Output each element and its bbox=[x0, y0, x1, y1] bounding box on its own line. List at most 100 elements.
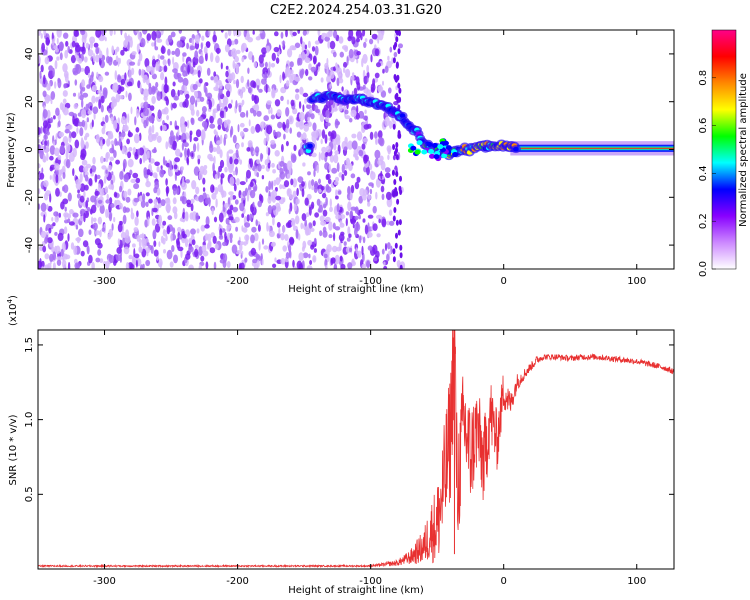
noise-speckle bbox=[127, 92, 132, 102]
noise-speckle bbox=[356, 176, 361, 183]
noise-speckle bbox=[64, 49, 69, 59]
noise-speckle bbox=[279, 160, 285, 167]
noise-speckle bbox=[300, 36, 303, 45]
noise-speckle bbox=[67, 192, 72, 202]
noise-speckle bbox=[95, 96, 98, 103]
noise-speckle bbox=[333, 232, 336, 242]
noise-speckle bbox=[258, 193, 263, 202]
noise-speckle bbox=[347, 226, 351, 236]
noise-speckle bbox=[110, 140, 115, 146]
noise-speckle bbox=[362, 138, 369, 143]
noise-speckle bbox=[317, 62, 321, 67]
noise-speckle bbox=[308, 108, 313, 114]
noise-speckle bbox=[84, 65, 90, 76]
noise-speckle bbox=[318, 204, 323, 213]
noise-speckle bbox=[276, 109, 282, 117]
noise-speckle bbox=[194, 244, 199, 249]
noise-speckle bbox=[78, 165, 85, 173]
noise-speckle bbox=[239, 181, 246, 186]
noise-speckle bbox=[120, 30, 123, 36]
noise-speckle bbox=[234, 55, 240, 63]
noise-speckle bbox=[119, 185, 123, 193]
noise-speckle bbox=[241, 250, 244, 256]
noise-speckle bbox=[350, 173, 356, 179]
noise-speckle bbox=[399, 175, 402, 182]
noise-speckle bbox=[252, 201, 255, 208]
noise-speckle bbox=[67, 124, 73, 130]
noise-speckle bbox=[274, 31, 279, 37]
noise-speckle bbox=[334, 226, 341, 231]
noise-speckle bbox=[291, 46, 297, 51]
noise-speckle bbox=[198, 78, 203, 84]
noise-speckle bbox=[59, 177, 63, 182]
noise-speckle bbox=[348, 48, 354, 59]
noise-speckle bbox=[220, 30, 224, 33]
noise-speckle bbox=[172, 187, 177, 196]
noise-speckle bbox=[136, 234, 141, 242]
noise-speckle bbox=[193, 143, 197, 153]
noise-speckle bbox=[267, 205, 273, 215]
noise-speckle bbox=[282, 245, 288, 252]
noise-speckle bbox=[63, 70, 69, 79]
noise-speckle bbox=[74, 79, 78, 86]
noise-speckle bbox=[321, 32, 327, 38]
noise-speckle bbox=[113, 217, 116, 223]
noise-speckle bbox=[98, 57, 102, 66]
noise-speckle bbox=[118, 138, 122, 147]
noise-speckle bbox=[163, 83, 169, 94]
noise-speckle bbox=[205, 41, 211, 48]
noise-speckle bbox=[259, 152, 263, 162]
noise-speckle bbox=[148, 82, 152, 89]
noise-speckle bbox=[165, 203, 171, 213]
noise-speckle bbox=[119, 254, 122, 263]
noise-speckle bbox=[338, 233, 345, 242]
noise-speckle bbox=[197, 154, 201, 160]
noise-speckle bbox=[369, 163, 373, 171]
noise-speckle bbox=[266, 222, 269, 232]
noise-speckle bbox=[397, 48, 401, 55]
colorbar-tick-label: 0.0 bbox=[698, 261, 709, 277]
noise-speckle bbox=[257, 200, 263, 208]
spectrogram-y-tick-label: -40 bbox=[24, 237, 35, 253]
noise-speckle bbox=[111, 45, 115, 55]
noise-speckle bbox=[351, 75, 355, 81]
noise-speckle bbox=[40, 64, 44, 73]
noise-speckle bbox=[227, 30, 232, 37]
noise-speckle bbox=[271, 180, 274, 191]
noise-speckle bbox=[396, 198, 400, 205]
noise-speckle bbox=[294, 42, 301, 49]
noise-speckle bbox=[131, 51, 137, 56]
noise-speckle bbox=[333, 263, 338, 269]
noise-speckle bbox=[325, 109, 330, 118]
noise-speckle bbox=[180, 65, 184, 73]
noise-speckle bbox=[107, 56, 113, 66]
noise-speckle bbox=[335, 195, 339, 200]
noise-speckle bbox=[304, 44, 308, 50]
noise-speckle bbox=[285, 107, 290, 117]
noise-speckle bbox=[392, 123, 396, 130]
noise-speckle bbox=[186, 42, 190, 50]
noise-speckle bbox=[143, 167, 148, 176]
noise-speckle bbox=[328, 164, 331, 172]
noise-speckle bbox=[156, 135, 162, 143]
noise-speckle bbox=[191, 180, 197, 190]
noise-speckle bbox=[286, 188, 292, 197]
noise-speckle bbox=[298, 233, 301, 241]
noise-speckle bbox=[76, 55, 80, 62]
noise-speckle bbox=[334, 254, 340, 265]
spectrogram-x-label: Height of straight line (km) bbox=[288, 284, 424, 295]
noise-speckle bbox=[124, 72, 127, 81]
noise-speckle bbox=[53, 140, 55, 147]
noise-speckle bbox=[264, 61, 268, 68]
noise-speckle bbox=[211, 192, 217, 200]
noise-speckle bbox=[142, 237, 145, 247]
noise-speckle bbox=[213, 71, 217, 78]
noise-speckle bbox=[230, 99, 233, 104]
noise-speckle bbox=[288, 208, 291, 215]
noise-speckle bbox=[138, 68, 142, 76]
noise-speckle bbox=[99, 50, 103, 59]
noise-speckle bbox=[320, 220, 327, 226]
spectrogram-y-tick-label: 40 bbox=[24, 48, 35, 61]
noise-speckle bbox=[236, 49, 241, 55]
noise-speckle bbox=[117, 238, 121, 246]
